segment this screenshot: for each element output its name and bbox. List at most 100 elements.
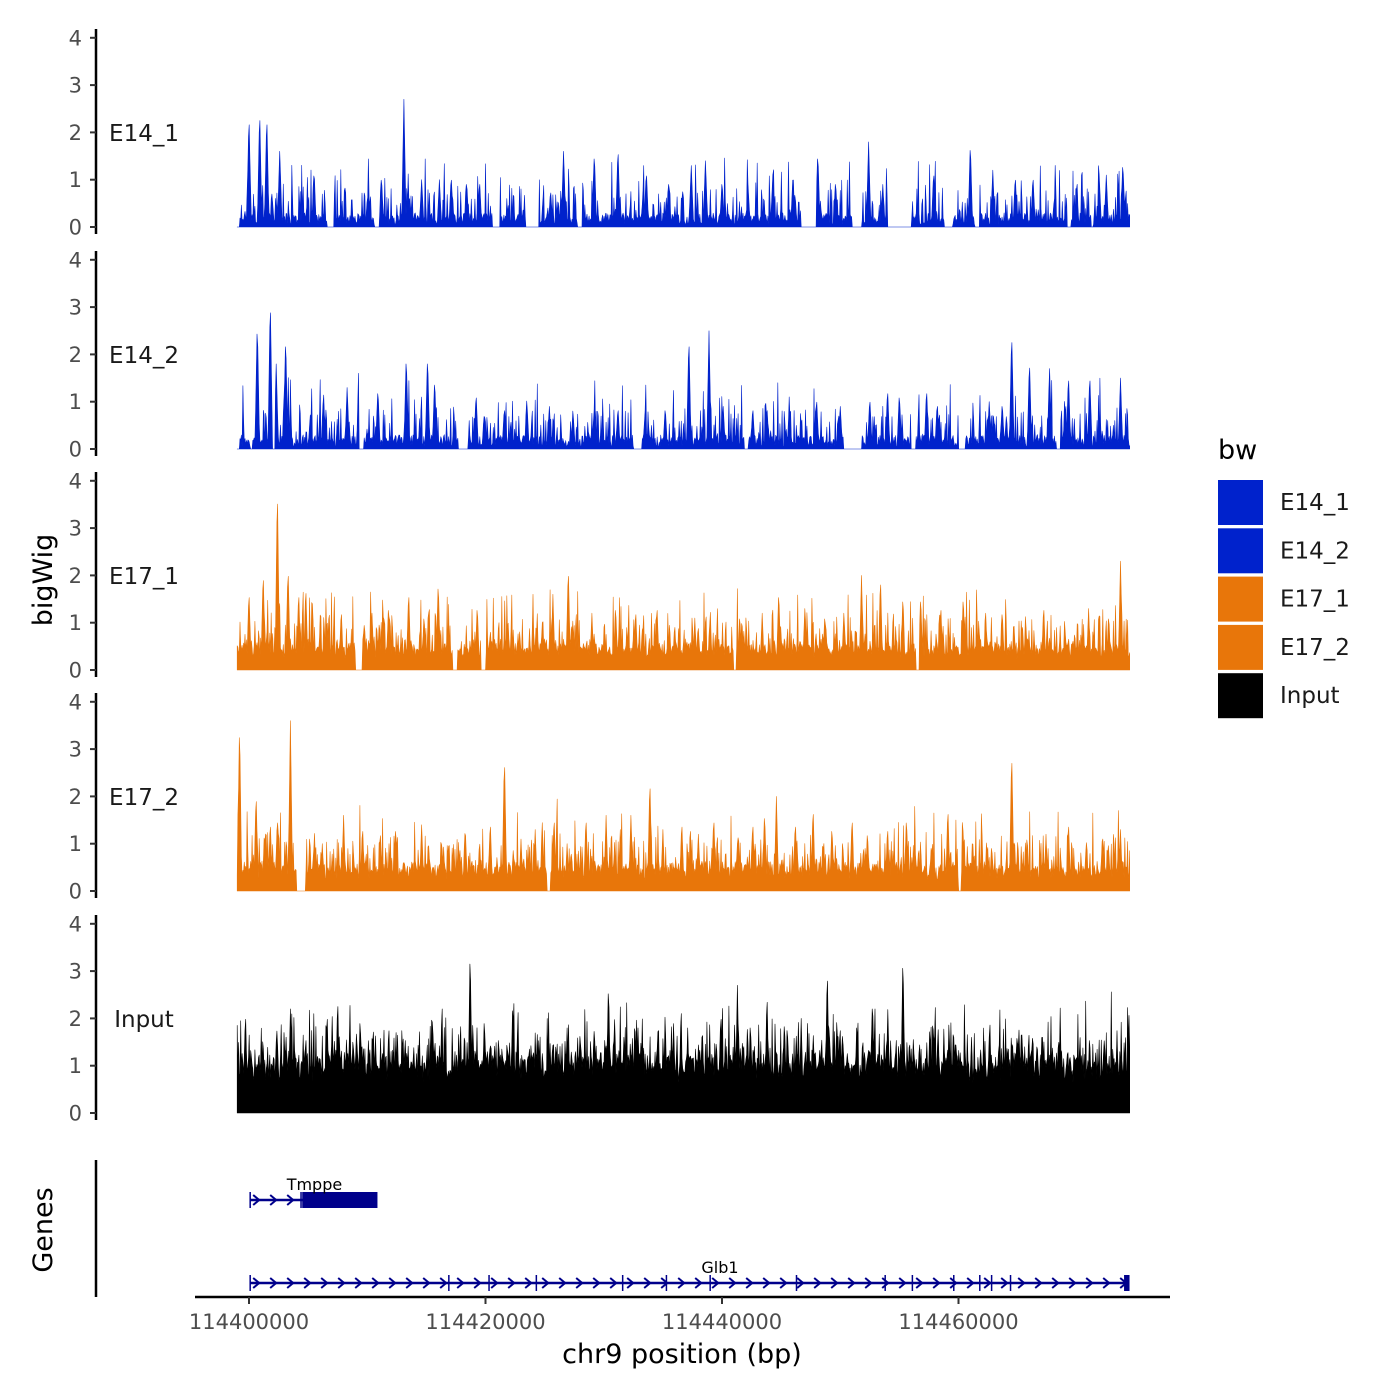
- strand-arrow: [745, 1277, 754, 1289]
- legend-title: bw: [1218, 435, 1257, 466]
- strand-arrow: [575, 1277, 584, 1289]
- signal-tracks: 0 1 2 3 4 E14_1 0 1 2 3 4 E14_2 0 1 2 3 4 E17_1 0 1 2 3 4 E17_2…: [69, 26, 1130, 1126]
- strand-arrow: [422, 1277, 431, 1289]
- legend-swatch: [1218, 673, 1263, 719]
- strand-arrow: [473, 1277, 482, 1289]
- strand-arrow: [796, 1277, 805, 1289]
- legend-entry-Input: Input: [1218, 673, 1340, 719]
- legend-swatch: [1218, 624, 1263, 670]
- strand-arrow: [949, 1277, 958, 1289]
- strand-arrow: [711, 1277, 720, 1289]
- y-tick-label: 1: [69, 168, 82, 192]
- gene-Tmppe: Tmppe: [249, 1175, 378, 1208]
- legend-label: E17_1: [1280, 587, 1350, 613]
- y-tick-label: 4: [69, 469, 82, 493]
- strand-arrow: [1017, 1277, 1026, 1289]
- y-tick-label: 4: [69, 690, 82, 714]
- genes-panel: Genes Tmppe Glb1: [28, 1160, 1130, 1297]
- y-tick-label: 4: [69, 248, 82, 272]
- x-ticks: 114400000 114420000 114440000 114460000: [189, 1297, 1019, 1334]
- strand-arrow: [932, 1277, 941, 1289]
- y-tick-label: 0: [69, 659, 82, 683]
- y-tick-label: 0: [69, 216, 82, 240]
- y-tick-label: 2: [69, 343, 82, 367]
- y-tick-label: 1: [69, 832, 82, 856]
- strand-arrow: [609, 1277, 618, 1289]
- legend-swatch: [1218, 480, 1263, 525]
- x-axis: 114400000 114420000 114440000 114460000 chr…: [189, 1295, 1170, 1370]
- y-tick-label: 1: [69, 1054, 82, 1078]
- strand-arrow: [1102, 1277, 1111, 1289]
- legend-label: Input: [1280, 683, 1340, 709]
- signal-area-E17_2: [236, 720, 1130, 892]
- strand-arrow: [592, 1277, 601, 1289]
- y-tick-label: 0: [69, 880, 82, 904]
- strand-arrow: [626, 1277, 635, 1289]
- y-tick-label: 3: [69, 517, 82, 541]
- strand-arrow: [864, 1277, 873, 1289]
- strand-arrow: [252, 1277, 261, 1289]
- y-tick-label: 4: [69, 912, 82, 936]
- strand-arrow: [456, 1277, 465, 1289]
- strand-arrow: [320, 1277, 329, 1289]
- y-tick-label: 1: [69, 611, 82, 635]
- strand-arrow: [337, 1277, 346, 1289]
- y-tick-label: 4: [69, 26, 82, 50]
- strand-arrow: [983, 1277, 992, 1289]
- strand-arrow: [966, 1277, 975, 1289]
- legend-swatch: [1218, 528, 1263, 574]
- legend-label: E17_2: [1280, 635, 1350, 661]
- legend-entry-E14_2: E14_2: [1218, 528, 1350, 574]
- signal-area-E14_1: [236, 99, 1130, 228]
- genes-panel-label: Genes: [28, 1187, 59, 1272]
- track-label: E17_1: [109, 564, 179, 590]
- gene-models: Tmppe Glb1: [249, 1175, 1130, 1291]
- track-E14_1: 0 1 2 3 4 E14_1: [69, 26, 1130, 240]
- strand-arrow: [1000, 1277, 1009, 1289]
- strand-arrow: [847, 1277, 856, 1289]
- strand-arrow: [507, 1277, 516, 1289]
- y-tick-label: 3: [69, 296, 82, 320]
- y-tick-label: 3: [69, 738, 82, 762]
- strand-arrow: [286, 1277, 295, 1289]
- y-tick-label: 1: [69, 390, 82, 414]
- strand-arrow: [371, 1277, 380, 1289]
- strand-arrow: [405, 1277, 414, 1289]
- strand-arrow: [728, 1277, 737, 1289]
- track-label: Input: [114, 1007, 174, 1033]
- strand-arrow: [388, 1277, 397, 1289]
- y-tick-label: 3: [69, 74, 82, 98]
- x-tick-label: 114420000: [425, 1310, 545, 1334]
- strand-arrow: [660, 1277, 669, 1289]
- track-E17_2: 0 1 2 3 4 E17_2: [69, 690, 1130, 904]
- y-tick-label: 3: [69, 960, 82, 984]
- track-E17_1: 0 1 2 3 4 E17_1: [69, 469, 1130, 683]
- strand-arrow: [779, 1277, 788, 1289]
- legend-swatch: [1218, 576, 1263, 622]
- strand-arrow: [830, 1277, 839, 1289]
- legend-entry-E14_1: E14_1: [1218, 480, 1350, 525]
- legend: bw E14_1 E14_2 E17_1 E17_2 Input: [1218, 435, 1350, 719]
- strand-arrow: [694, 1277, 703, 1289]
- strand-arrow: [541, 1277, 550, 1289]
- strand-arrow: [881, 1277, 890, 1289]
- signal-area-Input: [236, 963, 1130, 1114]
- y-tick-label: 2: [69, 564, 82, 588]
- track-Input: 0 1 2 3 4 Input: [69, 912, 1130, 1126]
- strand-arrow: [643, 1277, 652, 1289]
- strand-arrow: [524, 1277, 533, 1289]
- y-tick-label: 2: [69, 785, 82, 809]
- legend-entry-E17_2: E17_2: [1218, 624, 1350, 670]
- gene-name: Glb1: [701, 1258, 738, 1277]
- strand-arrow: [269, 1194, 278, 1206]
- x-axis-title: chr9 position (bp): [562, 1339, 802, 1370]
- strand-arrow: [269, 1277, 278, 1289]
- strand-arrow: [439, 1277, 448, 1289]
- signal-area-E14_2: [236, 312, 1130, 450]
- track-label: E14_1: [109, 121, 179, 147]
- strand-arrow: [1068, 1277, 1077, 1289]
- strand-arrow: [915, 1277, 924, 1289]
- strand-arrow: [813, 1277, 822, 1289]
- signal-area-E17_1: [236, 503, 1130, 671]
